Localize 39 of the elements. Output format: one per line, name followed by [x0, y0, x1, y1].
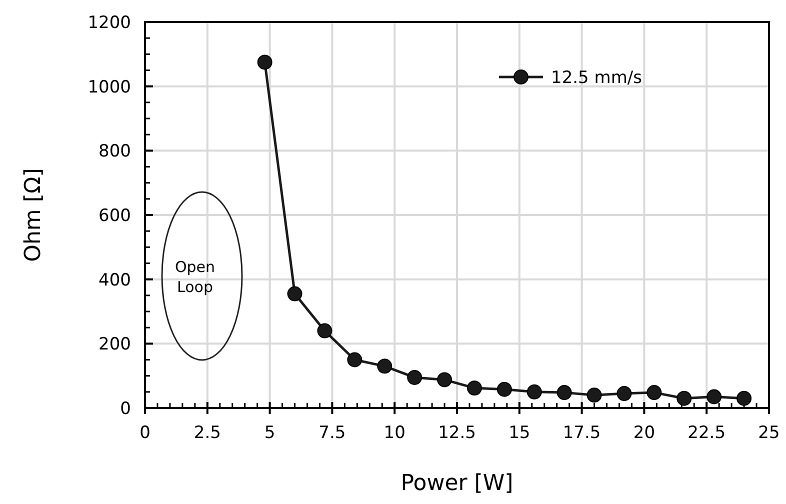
- point: [556, 385, 572, 400]
- point: [466, 380, 482, 396]
- x-tick-label: 10: [384, 423, 406, 443]
- point: [676, 390, 692, 406]
- x-tick-label: 12.5: [438, 423, 476, 443]
- y-tick-label: 800: [98, 142, 131, 162]
- x-axis-title: Power [W]: [400, 471, 514, 496]
- x-tick-label: 5: [264, 423, 276, 443]
- x-tick-label: 7.5: [318, 423, 346, 443]
- x-tick-label: 0: [140, 423, 150, 443]
- y-tick-label: 600: [98, 206, 131, 226]
- point: [496, 382, 512, 397]
- annotation: Open Loop: [174, 258, 216, 296]
- point: [287, 286, 302, 302]
- y-tick-label: 1200: [88, 13, 131, 33]
- y-tick-label: 200: [98, 334, 131, 355]
- x-tick-label: 22.5: [688, 423, 726, 443]
- x-tick-label: 17.5: [562, 423, 601, 443]
- point: [317, 323, 332, 338]
- point: [706, 389, 722, 404]
- point: [586, 388, 602, 403]
- point: [736, 390, 752, 406]
- y-tick-label: 0: [120, 399, 131, 419]
- y-tick-label: 400: [98, 270, 131, 290]
- y-tick-label: 1000: [88, 77, 131, 98]
- point: [347, 352, 362, 368]
- point: [616, 386, 632, 402]
- legend-label: 12.5 mm/s: [551, 68, 642, 88]
- x-tick-label: 25: [758, 423, 780, 443]
- x-tick-label: 15: [508, 423, 530, 443]
- point: [377, 358, 392, 374]
- point: [407, 370, 422, 385]
- point: [437, 372, 452, 388]
- point: [257, 54, 272, 70]
- y-axis-title: Ohm [Ω]: [21, 168, 46, 262]
- x-tick-label: 20: [633, 423, 656, 443]
- point: [526, 384, 542, 400]
- x-tick-label: 2.5: [194, 423, 221, 443]
- point: [646, 385, 662, 400]
